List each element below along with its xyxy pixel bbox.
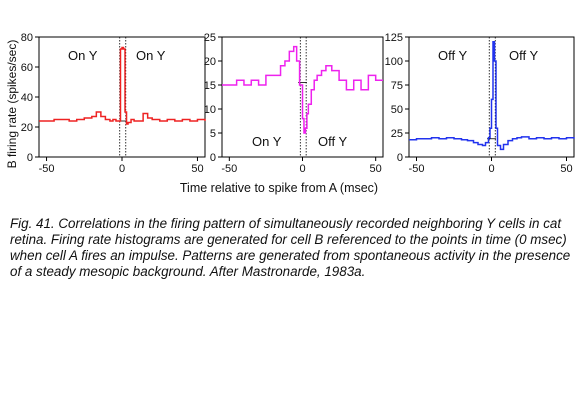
y-tick-label: 20 [204,56,216,68]
panel-3: 0 25 50 75 100 125 -50 0 50 Off Y Off Y [385,32,575,175]
x-tick-label: 50 [370,163,382,175]
x-tick-label: -50 [221,163,237,175]
cell-type-label: On Y [136,48,166,63]
y-tick-label: 0 [27,152,33,164]
cell-type-label: On Y [68,48,98,63]
firing-rate-series [409,41,575,151]
plot-frame [38,36,206,158]
y-tick-label: 15 [204,80,216,92]
x-tick-label: 0 [299,163,305,175]
y-tick-label: 100 [385,56,403,68]
x-tick-label: 50 [560,163,572,175]
y-tick-label: 40 [21,92,33,104]
y-tick-label: 20 [21,122,33,134]
firing-rate-series [222,45,383,134]
y-tick-label: 75 [391,80,403,92]
figure-caption: Fig. 41. Correlations in the firing patt… [10,216,571,279]
y-tick-label: 25 [391,128,403,140]
y-tick-label: 0 [397,152,403,164]
x-tick-label: 0 [119,163,125,175]
y-tick-label: 0 [210,152,216,164]
y-tick-label: 5 [210,128,216,140]
firing-rate-series [39,46,206,125]
y-tick-label: 50 [391,104,403,116]
cell-type-label: Off Y [509,48,538,63]
x-tick-label: 50 [191,163,203,175]
cell-type-label: Off Y [438,48,467,63]
panel-2: 0 5 10 15 20 25 -50 0 50 On Y Off Y [204,32,384,175]
cell-type-label: Off Y [318,134,347,149]
y-axis-label: B firing rate (spikes/sec) [5,40,19,169]
y-tick-label: 80 [21,32,33,44]
x-tick-label: -50 [409,163,425,175]
x-tick-label: 0 [488,163,494,175]
y-tick-label: 25 [204,32,216,44]
y-tick-label: 60 [21,62,33,74]
panel-1: 0 20 40 60 80 -50 0 50 On Y On Y [21,32,206,175]
x-axis-label: Time relative to spike from A (msec) [180,181,378,195]
y-tick-label: 10 [204,104,216,116]
cell-type-label: On Y [252,134,282,149]
y-tick-label: 125 [385,32,403,44]
x-tick-label: -50 [39,163,55,175]
